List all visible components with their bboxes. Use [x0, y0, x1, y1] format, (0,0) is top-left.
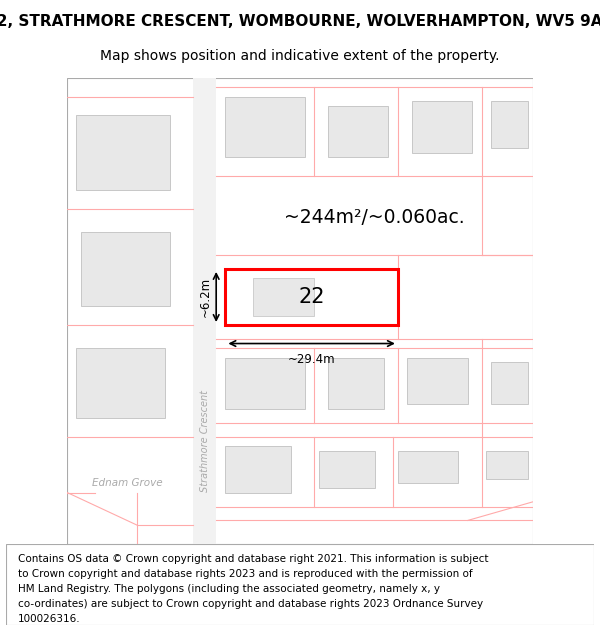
- Bar: [328, 106, 388, 158]
- Text: Contains OS data © Crown copyright and database right 2021. This information is : Contains OS data © Crown copyright and d…: [18, 554, 488, 564]
- Bar: [76, 348, 165, 418]
- Bar: [491, 101, 528, 148]
- Text: to Crown copyright and database rights 2023 and is reproduced with the permissio: to Crown copyright and database rights 2…: [18, 569, 472, 579]
- Text: Map shows position and indicative extent of the property.: Map shows position and indicative extent…: [100, 49, 500, 63]
- Text: Ednam Grove: Ednam Grove: [92, 478, 163, 488]
- Bar: [328, 357, 384, 409]
- Polygon shape: [193, 78, 216, 544]
- Bar: [398, 451, 458, 483]
- Bar: [253, 278, 314, 316]
- Bar: [226, 97, 305, 158]
- Bar: [81, 232, 170, 306]
- Text: co-ordinates) are subject to Crown copyright and database rights 2023 Ordnance S: co-ordinates) are subject to Crown copyr…: [18, 599, 483, 609]
- Text: HM Land Registry. The polygons (including the associated geometry, namely x, y: HM Land Registry. The polygons (includin…: [18, 584, 440, 594]
- Text: 22, STRATHMORE CRESCENT, WOMBOURNE, WOLVERHAMPTON, WV5 9AS: 22, STRATHMORE CRESCENT, WOMBOURNE, WOLV…: [0, 14, 600, 29]
- Text: ~244m²/~0.060ac.: ~244m²/~0.060ac.: [284, 208, 465, 227]
- Bar: [226, 357, 305, 409]
- Text: ~29.4m: ~29.4m: [288, 353, 335, 366]
- Bar: [486, 451, 528, 479]
- Bar: [319, 451, 374, 488]
- Text: 22: 22: [298, 287, 325, 307]
- Bar: [412, 101, 472, 152]
- Text: 100026316.: 100026316.: [18, 614, 80, 624]
- Text: Strathmore Crescent: Strathmore Crescent: [200, 390, 209, 492]
- Bar: [407, 357, 467, 404]
- Bar: [226, 446, 290, 493]
- Bar: [226, 269, 398, 325]
- Text: ~6.2m: ~6.2m: [199, 277, 212, 317]
- Bar: [76, 116, 170, 190]
- Bar: [491, 362, 528, 404]
